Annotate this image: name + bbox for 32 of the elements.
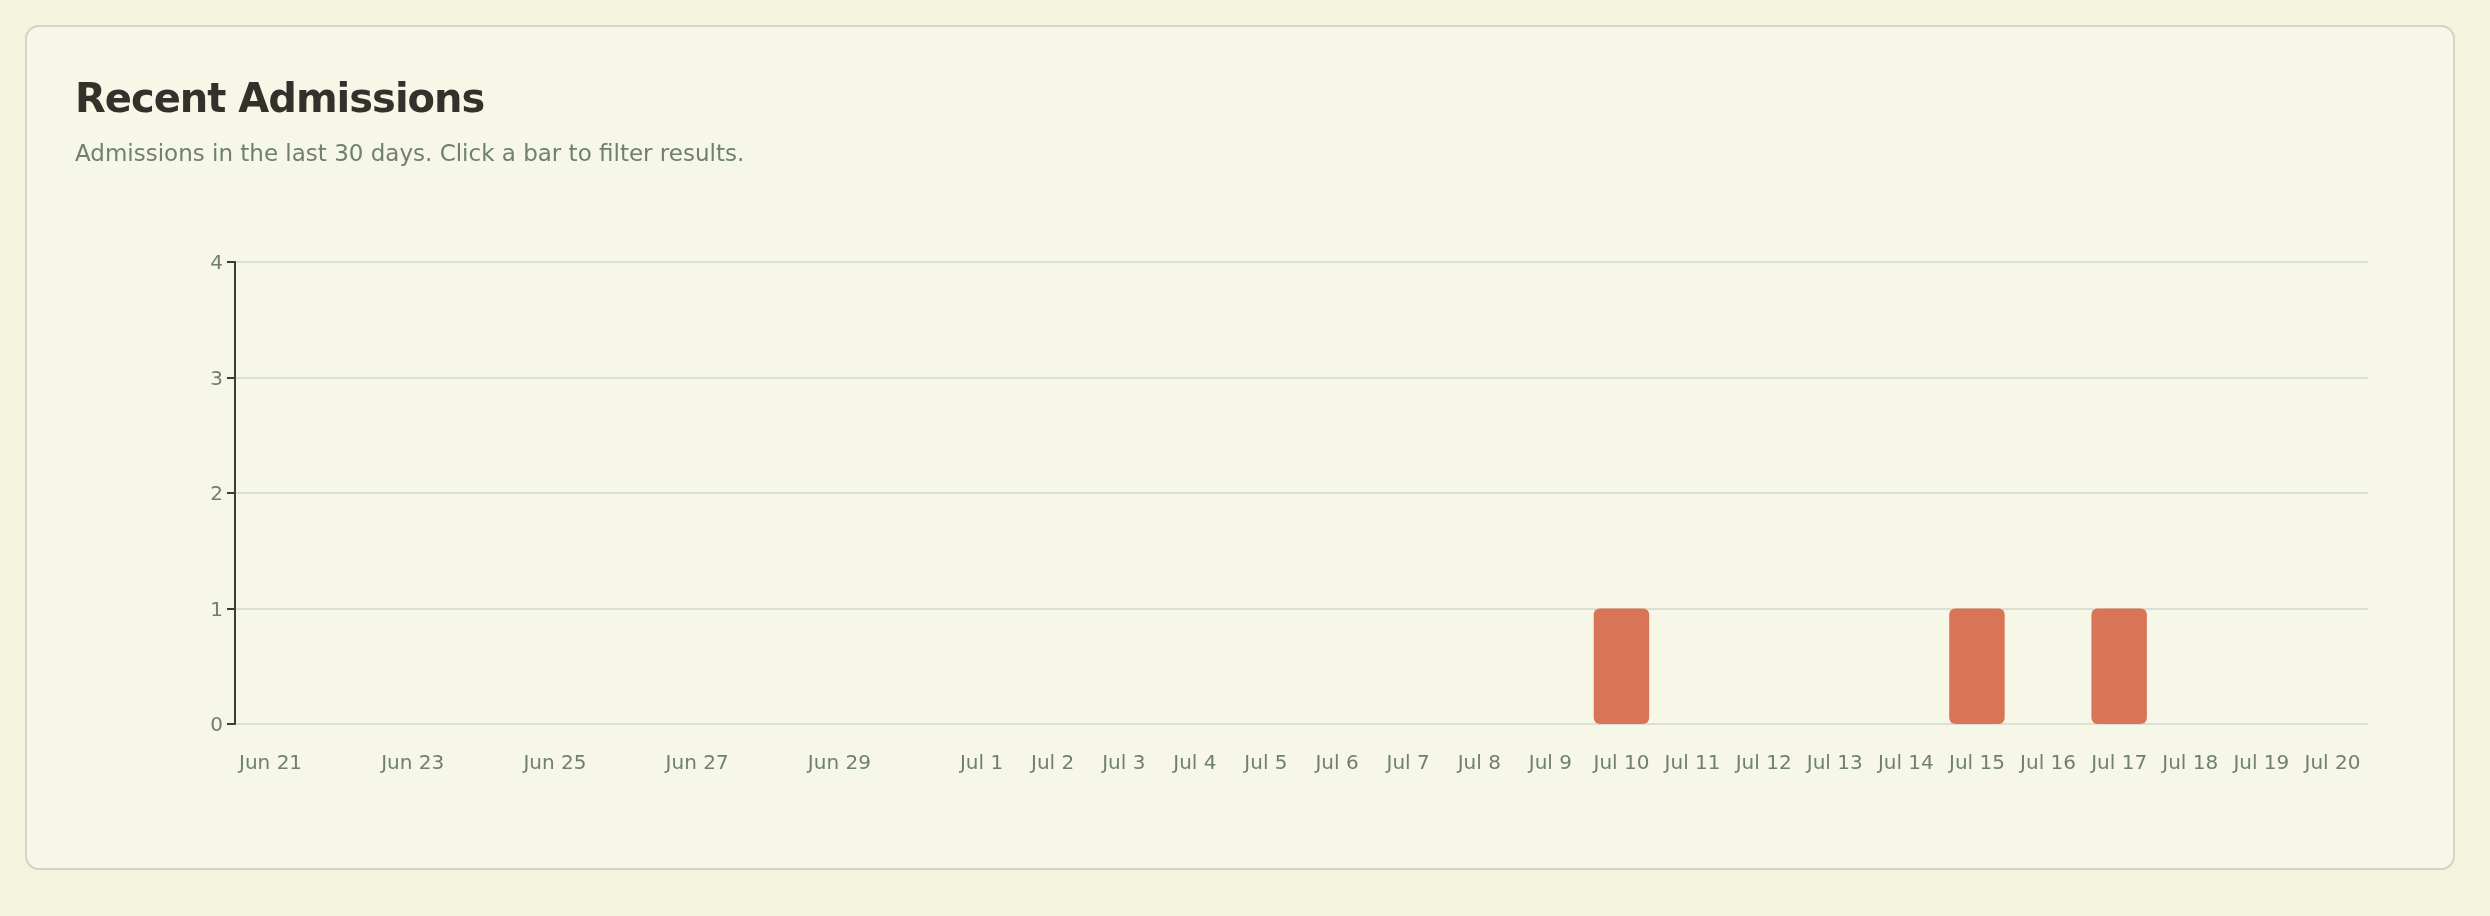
x-tick-label: Jun 27 <box>663 750 729 774</box>
x-tick-label: Jul 16 <box>2018 750 2077 774</box>
x-tick-label: Jul 1 <box>957 750 1004 774</box>
x-tick-label: Jun 25 <box>521 750 587 774</box>
x-tick-label: Jul 12 <box>1733 750 1792 774</box>
x-tick-label: Jul 14 <box>1875 750 1934 774</box>
x-tick-label: Jul 17 <box>2089 750 2148 774</box>
x-tick-label: Jun 21 <box>237 750 303 774</box>
y-tick-label: 1 <box>210 596 223 621</box>
y-tick-label: 4 <box>210 250 223 274</box>
x-tick-label: Jul 11 <box>1662 750 1721 774</box>
x-tick-label: Jul 4 <box>1171 750 1217 774</box>
x-tick-label: Jul 20 <box>2302 750 2361 774</box>
x-tick-label: Jul 2 <box>1029 750 1075 774</box>
x-tick-label: Jul 9 <box>1526 750 1572 774</box>
chart-subtitle: Admissions in the last 30 days. Click a bar to filter results. <box>75 140 745 166</box>
x-tick-label: Jul 3 <box>1100 750 1146 774</box>
x-tick-label: Jul 5 <box>1242 750 1288 774</box>
x-tick-label: Jul 6 <box>1313 750 1359 774</box>
x-tick-label: Jun 23 <box>379 750 445 774</box>
y-tick-label: 0 <box>210 712 223 736</box>
x-tick-label: Jul 8 <box>1455 750 1501 774</box>
x-tick-label: Jun 29 <box>805 750 871 774</box>
x-tick-label: Jul 19 <box>2231 750 2290 774</box>
y-tick-label: 3 <box>210 365 223 390</box>
x-tick-label: Jul 15 <box>1946 750 2005 774</box>
x-tick-label: Jul 18 <box>2160 750 2219 774</box>
x-tick-label: Jul 10 <box>1591 750 1650 774</box>
chart-title: Recent Admissions <box>75 75 485 121</box>
x-tick-label: Jul 7 <box>1384 750 1430 774</box>
x-tick-label: Jul 13 <box>1804 750 1863 774</box>
y-tick-label: 2 <box>210 481 223 505</box>
